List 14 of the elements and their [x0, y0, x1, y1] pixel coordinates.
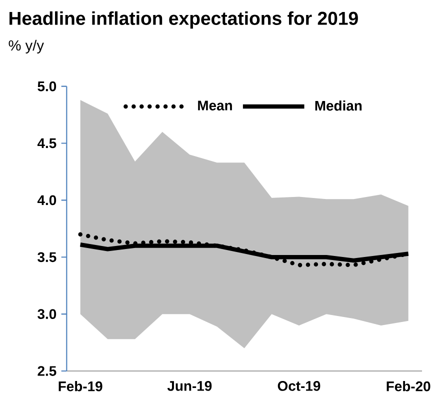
y-tick-label: 5.0 [38, 81, 56, 92]
x-tick-label: Oct-19 [278, 381, 320, 391]
x-tick-label: Jun-19 [167, 381, 212, 391]
y-tick-label: 4.0 [37, 195, 56, 206]
legend-label: Mean [198, 100, 232, 110]
legend-label: Median [315, 100, 362, 111]
chart-title: Headline inflation expectations for 2019 [10, 11, 358, 29]
y-tick-label: 2.5 [38, 366, 56, 376]
x-tick-label: Feb-20 [386, 381, 430, 392]
x-tick-label: Feb-19 [58, 381, 102, 392]
y-tick-label: 4.5 [37, 138, 56, 148]
y-tick-label: 3.0 [38, 309, 56, 320]
chart-subtitle: % y/y [8, 40, 44, 54]
y-tick-label: 3.5 [38, 252, 56, 262]
